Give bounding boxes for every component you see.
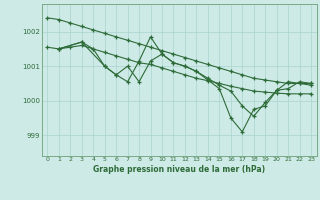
X-axis label: Graphe pression niveau de la mer (hPa): Graphe pression niveau de la mer (hPa) — [93, 165, 265, 174]
